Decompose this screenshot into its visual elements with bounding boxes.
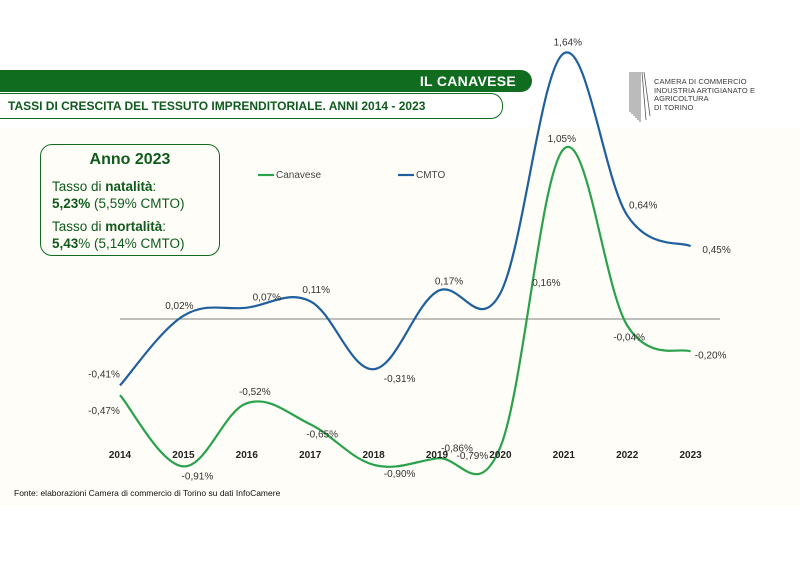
info-box-2023: Anno 2023 Tasso di natalità: 5,23% (5,59… <box>40 144 220 256</box>
mortalita-word: mortalità <box>105 219 163 234</box>
data-label-canavese-2021: 1,05% <box>548 134 576 145</box>
legend-label-canavese: Canavese <box>276 170 321 181</box>
data-label-canavese-2019: -0,86% <box>441 443 473 454</box>
x-tick-2018: 2018 <box>362 450 385 461</box>
mortalita-prefix: Tasso di <box>52 219 106 234</box>
logo-line-2: INDUSTRIA ARTIGIANATO E AGRICOLTURA <box>654 85 756 103</box>
chart-subtitle: TASSI DI CRESCITA DEL TESSUTO IMPRENDITO… <box>8 99 426 113</box>
chamber-logo: CAMERA DI COMMERCIO INDUSTRIA ARTIGIANAT… <box>628 70 798 124</box>
natalita-word: natalità <box>105 179 153 194</box>
chamber-logo-icon <box>628 70 652 124</box>
x-tick-2021: 2021 <box>553 450 576 461</box>
natalita-value: 5,23% <box>52 196 91 211</box>
logo-line-1: CAMERA DI COMMERCIO <box>654 77 747 86</box>
natalita-prefix: Tasso di <box>52 179 106 194</box>
data-label-canavese-2018: -0,90% <box>384 469 416 480</box>
mortalita-value-line: 5,43% (5,14% CMTO) <box>52 236 185 251</box>
title-banner: IL CANAVESE <box>0 70 532 92</box>
data-label-cmto-2022: 0,64% <box>629 200 657 211</box>
x-tick-2022: 2022 <box>616 450 639 461</box>
data-label-cmto-2014: -0,41% <box>88 369 120 380</box>
x-tick-2015: 2015 <box>172 450 195 461</box>
mortalita-cmto: % (5,14% CMTO) <box>78 236 185 251</box>
natalita-value-line: 5,23% (5,59% CMTO) <box>52 196 185 211</box>
mortalita-value: 5,43 <box>52 236 79 251</box>
natalita-cmto: (5,59% CMTO) <box>90 196 185 211</box>
x-tick-2016: 2016 <box>236 450 259 461</box>
data-label-cmto-2019: 0,17% <box>435 276 463 287</box>
series-line-cmto <box>119 51 692 387</box>
x-tick-2017: 2017 <box>299 450 322 461</box>
data-label-canavese-2016: -0,52% <box>239 387 271 398</box>
x-tick-2019: 2019 <box>426 450 449 461</box>
data-label-cmto-2018: -0,31% <box>384 374 416 385</box>
data-label-canavese-2023: -0,20% <box>695 350 727 361</box>
data-label-cmto-2016: 0,07% <box>253 293 281 304</box>
mortalita-label: Tasso di mortalità: <box>52 219 166 234</box>
data-label-canavese-2015: -0,91% <box>182 471 214 482</box>
x-tick-2023: 2023 <box>679 450 702 461</box>
data-label-cmto-2015: 0,02% <box>165 301 193 312</box>
x-tick-2014: 2014 <box>109 450 132 461</box>
mortalita-suffix: : <box>162 219 167 234</box>
data-label-canavese-2014: -0,47% <box>88 406 120 417</box>
data-label-cmto-2021: 1,64% <box>554 37 582 48</box>
data-label-canavese-2020: -0,79% <box>457 451 489 462</box>
source-note: Fonte: elaborazioni Camera di commercio … <box>14 488 281 498</box>
series-line-canavese <box>119 145 692 476</box>
info-box-title: Anno 2023 <box>89 151 171 168</box>
data-label-cmto-2017: 0,11% <box>302 285 330 296</box>
natalita-suffix: : <box>152 179 157 194</box>
data-label-cmto-2020: 0,16% <box>532 278 560 289</box>
chamber-logo-text: CAMERA DI COMMERCIO INDUSTRIA ARTIGIANAT… <box>654 77 798 112</box>
data-label-canavese-2022: -0,04% <box>613 332 645 343</box>
natalita-label: Tasso di natalità: <box>52 179 156 194</box>
data-label-canavese-2017: -0,65% <box>306 429 338 440</box>
banner-title: IL CANAVESE <box>419 73 516 89</box>
x-tick-2020: 2020 <box>489 450 512 461</box>
logo-line-3: DI TORINO <box>654 102 694 112</box>
legend-label-cmto: CMTO <box>416 170 445 181</box>
subtitle-box: TASSI DI CRESCITA DEL TESSUTO IMPRENDITO… <box>0 93 503 119</box>
data-label-cmto-2023: 0,45% <box>702 245 730 256</box>
